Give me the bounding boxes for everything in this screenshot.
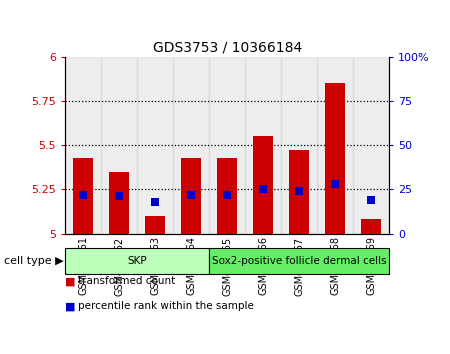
Bar bbox=[137, 57, 173, 234]
Bar bbox=[145, 216, 165, 234]
Text: percentile rank within the sample: percentile rank within the sample bbox=[78, 301, 254, 311]
Text: ■: ■ bbox=[65, 276, 76, 286]
Bar bbox=[353, 57, 389, 234]
Bar bbox=[325, 83, 345, 234]
Bar bbox=[173, 57, 209, 234]
Bar bbox=[65, 248, 209, 274]
Bar bbox=[209, 248, 389, 274]
Bar bbox=[245, 57, 281, 234]
Bar bbox=[209, 57, 245, 234]
Text: SKP: SKP bbox=[127, 256, 147, 266]
Bar bbox=[317, 57, 353, 234]
Bar bbox=[281, 57, 317, 234]
Text: cell type ▶: cell type ▶ bbox=[4, 256, 64, 266]
Text: transformed count: transformed count bbox=[78, 276, 175, 286]
Text: Sox2-positive follicle dermal cells: Sox2-positive follicle dermal cells bbox=[212, 256, 387, 266]
Bar bbox=[181, 158, 201, 234]
Bar bbox=[109, 172, 129, 234]
Bar bbox=[361, 219, 381, 234]
Title: GDS3753 / 10366184: GDS3753 / 10366184 bbox=[153, 40, 302, 54]
Bar bbox=[101, 57, 137, 234]
Bar bbox=[65, 57, 101, 234]
Text: ■: ■ bbox=[65, 301, 76, 311]
Bar bbox=[289, 150, 309, 234]
Bar bbox=[217, 158, 237, 234]
Bar bbox=[73, 158, 93, 234]
Bar bbox=[253, 136, 273, 234]
